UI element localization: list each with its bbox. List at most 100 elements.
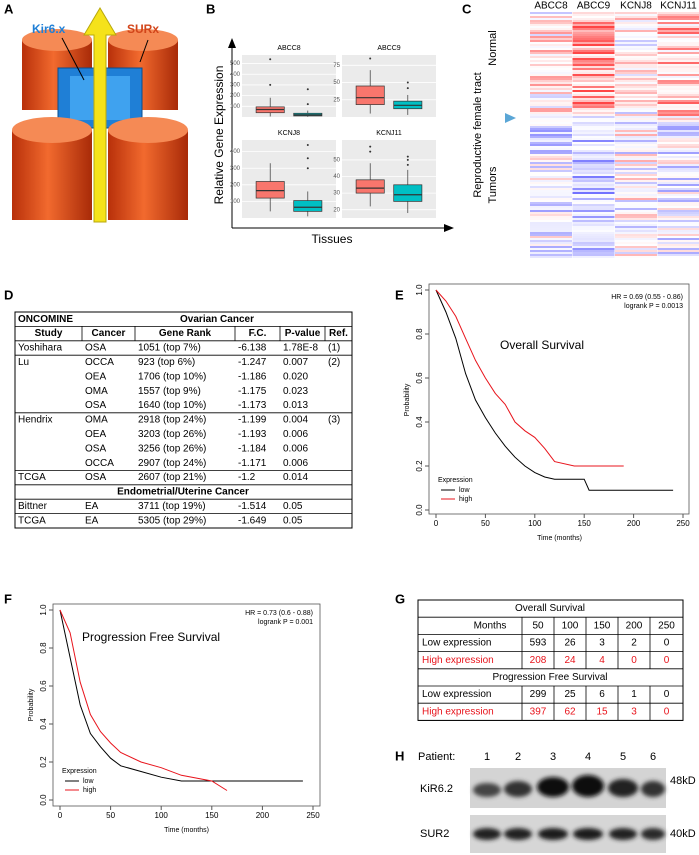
- column-header: Study: [35, 328, 63, 339]
- table-cell: 1051 (top 7%): [138, 343, 201, 354]
- heatmap-cell: [657, 190, 699, 192]
- heatmap-cell: [615, 186, 657, 188]
- cylinder-top: [12, 117, 92, 143]
- heatmap-cell: [572, 168, 615, 170]
- heatmap-cell: [615, 86, 657, 88]
- x-tick-label: 250: [306, 811, 320, 820]
- axis-arrow: [228, 38, 236, 48]
- table-cell: 0.013: [283, 400, 308, 411]
- heatmap-cell: [615, 236, 657, 238]
- table-cell: -1.193: [238, 429, 267, 440]
- plot-title: ABCC9: [377, 45, 400, 52]
- heatmap-cell: [530, 144, 572, 146]
- heatmap-cell: [530, 152, 572, 154]
- heatmap-cell: [615, 248, 657, 250]
- x-tick-label: 200: [256, 811, 270, 820]
- heatmap-cell: [530, 214, 572, 216]
- outlier: [406, 163, 409, 166]
- heatmap-cell: [657, 238, 699, 240]
- heatmap-cell: [530, 86, 572, 88]
- table-cell: Hendrix: [18, 415, 52, 426]
- heatmap-cell: [657, 136, 699, 138]
- heatmap-cell: [615, 36, 657, 38]
- heatmap-cell: [615, 26, 657, 28]
- table-cell: -1.184: [238, 443, 267, 454]
- arrow: [83, 7, 117, 223]
- heatmap-cell: [657, 68, 699, 70]
- heatmap-cell: [572, 230, 615, 232]
- section-title: Ovarian Cancer: [180, 314, 254, 325]
- table-cell: 1.78E-8: [283, 343, 318, 354]
- annotation: logrank P = 0.0013: [624, 303, 683, 310]
- heatmap-cell: [657, 12, 699, 14]
- heatmap-cell: [657, 242, 699, 244]
- heatmap-cell: [572, 64, 615, 66]
- heatmap-cell: [530, 48, 572, 50]
- outlier: [306, 167, 309, 170]
- heatmap-cell: [615, 250, 657, 252]
- heatmap-cell: [530, 132, 572, 134]
- heatmap-cell: [572, 42, 615, 44]
- heatmap-cell: [657, 66, 699, 68]
- table-cell: 3: [599, 638, 605, 649]
- heatmap-cell: [530, 26, 572, 28]
- heatmap-cell: [657, 228, 699, 230]
- heatmap-cell: [530, 254, 572, 256]
- heatmap-cell: [615, 202, 657, 204]
- y-tick-label: 50: [333, 157, 340, 163]
- heatmap-cell: [572, 190, 615, 192]
- heatmap-cell: [572, 20, 615, 22]
- plot-title: ABCC8: [277, 45, 300, 52]
- band: [609, 828, 637, 840]
- heatmap-cell: [657, 32, 699, 34]
- heatmap-cell: [615, 140, 657, 142]
- heatmap-cell: [530, 196, 572, 198]
- heatmap-cell: [657, 230, 699, 232]
- lane-label: 1: [484, 751, 490, 763]
- table-cell: Bittner: [18, 501, 48, 512]
- heatmap-cell: [530, 72, 572, 74]
- heatmap-cell: [572, 172, 615, 174]
- heatmap-cell: [530, 186, 572, 188]
- outlier: [306, 157, 309, 160]
- heatmap-cell: [530, 88, 572, 90]
- heatmap-cell: [572, 32, 615, 34]
- heatmap-cell: [615, 110, 657, 112]
- table-cell: OSA: [85, 343, 106, 354]
- y-tick-label: 25: [333, 97, 340, 103]
- heatmap-cell: [615, 18, 657, 20]
- heatmap-cell: [530, 28, 572, 30]
- heatmap-cell: [657, 148, 699, 150]
- cylinder-top: [108, 29, 178, 51]
- heatmap-cell: [657, 138, 699, 140]
- table-cell: 6: [599, 689, 605, 700]
- heatmap-cell: [530, 126, 572, 128]
- heatmap-cell: [530, 84, 572, 86]
- heatmap-cell: [530, 194, 572, 196]
- heatmap-cell: [572, 194, 615, 196]
- heatmap-cell: [657, 80, 699, 82]
- heatmap-cell: [615, 16, 657, 18]
- heatmap-cell: [657, 248, 699, 250]
- heatmap-cell: [572, 86, 615, 88]
- table-cell: TCGA: [18, 515, 46, 526]
- y-tick-label: 0.8: [415, 328, 424, 340]
- heatmap-cell: [657, 108, 699, 110]
- heatmap-cell: [657, 170, 699, 172]
- heatmap-cell: [615, 14, 657, 16]
- heatmap-cell: [572, 128, 615, 130]
- heatmap-cell: [657, 130, 699, 132]
- panel-label: D: [4, 287, 13, 302]
- heatmap-cell: [572, 78, 615, 80]
- column-header: Cancer: [92, 328, 126, 339]
- heatmap-cell: [530, 208, 572, 210]
- x-tick-label: 50: [106, 811, 115, 820]
- table-cell: OSA: [85, 400, 106, 411]
- heatmap-cell: [615, 130, 657, 132]
- x-axis-label: Time (months): [537, 535, 582, 542]
- heatmap-cell: [657, 212, 699, 214]
- heatmap-cell: [530, 56, 572, 58]
- heatmap-cell: [657, 46, 699, 48]
- x-tick-label: 200: [627, 519, 641, 528]
- heatmap-cell: [657, 98, 699, 100]
